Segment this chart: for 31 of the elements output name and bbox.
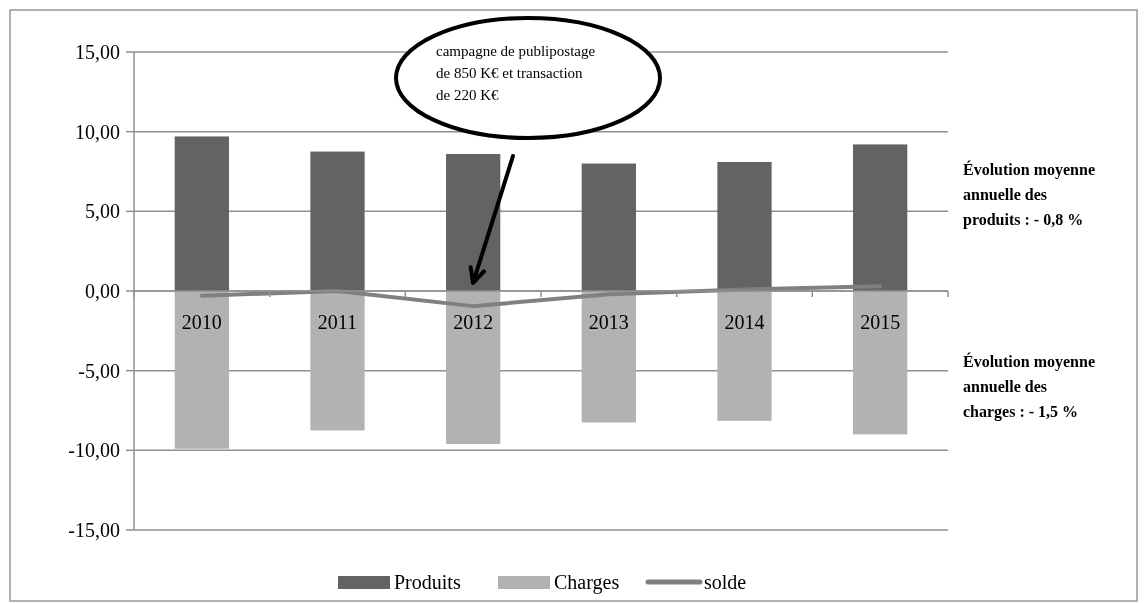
legend-label: Produits — [394, 571, 461, 593]
x-tick-label: 2015 — [860, 311, 901, 333]
bar — [717, 291, 772, 421]
x-tick-label: 2014 — [724, 311, 765, 333]
bar — [581, 291, 636, 423]
y-tick-label: 5,00 — [85, 200, 120, 223]
bar — [581, 163, 636, 291]
y-tick-label: 0,00 — [85, 280, 120, 302]
text: Évolution moyenne annuelle des produits : - 0,8 % — [963, 159, 1096, 229]
bar — [446, 291, 501, 444]
y-tick-label: -10,00 — [68, 439, 120, 462]
legend-label: Charges — [554, 571, 620, 594]
bar — [310, 151, 365, 291]
x-tick-label: 2011 — [317, 311, 358, 333]
line-series — [199, 284, 883, 309]
y-tick-label: -15,00 — [68, 519, 120, 541]
y-tick-label: 15,00 — [75, 41, 120, 63]
legend-label: solde — [704, 571, 747, 593]
y-tick-label: -5,00 — [78, 359, 120, 382]
x-tick-label: 2013 — [588, 311, 629, 333]
bar — [174, 136, 229, 291]
bar — [174, 291, 229, 449]
bar — [853, 144, 908, 291]
bar — [310, 291, 365, 431]
text: Évolution moyenne annuelle des charges : - 1,5 % — [963, 352, 1096, 422]
annotation: campagne de publipostage de 850 K€ et transaction de 220 K€ — [436, 43, 596, 103]
x-tick-label: 2010 — [181, 311, 222, 333]
x-tick-label: 2012 — [453, 311, 494, 333]
bar — [717, 161, 772, 291]
y-tick-label: 10,00 — [75, 120, 120, 143]
bar — [853, 291, 908, 435]
